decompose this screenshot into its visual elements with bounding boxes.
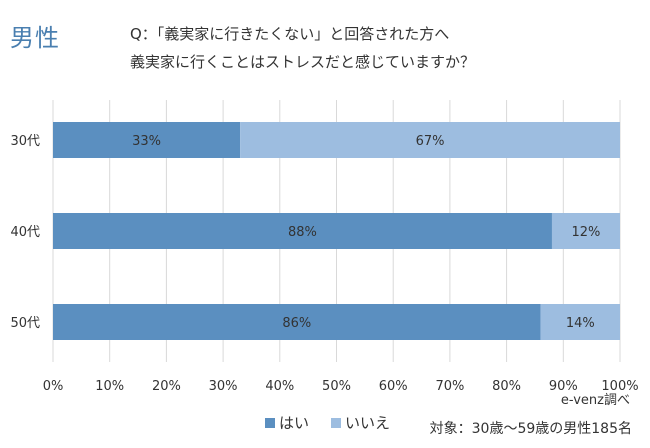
data-label: 88%: [288, 225, 317, 240]
x-tick-label: 70%: [435, 379, 464, 394]
x-tick-label: 100%: [601, 379, 638, 394]
source-credit: e-venz調べ: [560, 393, 630, 408]
x-tick-label: 20%: [152, 379, 181, 394]
chart-legend: はい いいえ: [265, 412, 390, 433]
x-tick-label: 40%: [265, 379, 294, 394]
bar-segment-yes: [53, 122, 241, 158]
x-tick-label: 90%: [549, 379, 578, 394]
bar-segment-no: [540, 304, 620, 340]
legend-item-yes: はい: [265, 412, 309, 433]
x-tick-label: 80%: [492, 379, 521, 394]
bar-segment-no: [551, 213, 620, 249]
question-line-2: 義実家に行くことはストレスだと感じていますか？: [130, 53, 476, 71]
data-label: 14%: [566, 316, 595, 331]
category-label: 40代: [10, 225, 40, 240]
legend-swatch-no: [331, 417, 342, 428]
legend-label-no: いいえ: [345, 414, 391, 432]
category-label: 50代: [10, 316, 40, 331]
bar-segment-yes: [53, 213, 552, 249]
question-text: Q：「義実家に行きたくない」と回答された方へ 義実家に行くことはストレスだと感じ…: [130, 20, 475, 76]
bar-segment-yes: [53, 304, 541, 340]
question-line-1: Q：「義実家に行きたくない」と回答された方へ: [130, 25, 450, 43]
data-label: 86%: [282, 316, 311, 331]
data-label: 33%: [132, 134, 161, 149]
x-tick-label: 30%: [209, 379, 238, 394]
survey-target: 対象：30歳〜59歳の男性185名: [429, 421, 632, 437]
x-tick-label: 10%: [95, 379, 124, 394]
bar-segment-no: [240, 122, 621, 158]
x-tick-label: 50%: [322, 379, 351, 394]
data-label: 67%: [416, 134, 445, 149]
legend-label-yes: はい: [279, 414, 310, 432]
legend-item-no: いいえ: [331, 412, 390, 433]
x-tick-label: 0%: [43, 379, 64, 394]
legend-swatch-yes: [265, 417, 275, 428]
data-label: 12%: [572, 225, 601, 240]
category-label: 30代: [10, 134, 40, 149]
x-tick-label: 60%: [379, 379, 408, 394]
gender-label: 男性: [10, 24, 60, 52]
